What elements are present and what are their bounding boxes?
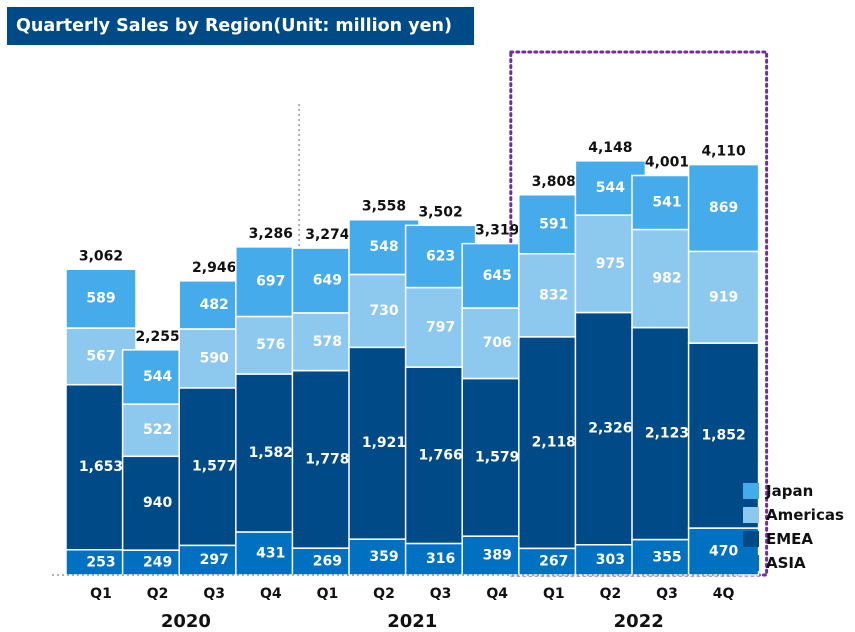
x-tick-label: Q4 — [260, 586, 282, 602]
segment-value-label-japan: 869 — [709, 200, 738, 216]
segment-value-label-emea: 2,123 — [645, 426, 689, 442]
segment-value-label-japan: 482 — [200, 297, 229, 313]
legend-swatch-japan — [743, 483, 759, 499]
segment-value-label-americas: 975 — [596, 256, 625, 272]
total-value-label: 4,001 — [645, 155, 689, 171]
legend-swatch-asia — [743, 555, 759, 571]
segment-value-label-americas: 982 — [652, 271, 681, 287]
bar-segment-japan — [687, 163, 760, 253]
x-tick-label: Q1 — [90, 586, 112, 602]
x-tick-label: 4Q — [713, 586, 735, 602]
segment-value-label-americas: 590 — [200, 350, 229, 366]
year-label-2022: 2022 — [614, 611, 664, 632]
x-tick-label: Q2 — [147, 586, 169, 602]
total-value-label: 2,255 — [135, 329, 179, 345]
x-tick-label: Q2 — [600, 586, 622, 602]
segment-value-label-asia: 359 — [369, 549, 398, 565]
segment-value-label-americas: 567 — [86, 348, 115, 364]
segment-value-label-japan: 544 — [596, 180, 625, 196]
segment-value-label-asia: 389 — [483, 548, 512, 564]
segment-value-label-japan: 649 — [313, 272, 342, 288]
segment-value-label-asia: 470 — [709, 544, 738, 560]
x-tick-label: Q2 — [373, 586, 395, 602]
segment-value-label-emea: 1,921 — [362, 435, 406, 451]
segment-value-label-asia: 316 — [426, 551, 455, 567]
legend-label-japan: Japan — [765, 482, 813, 500]
total-value-label: 3,286 — [249, 226, 293, 242]
segment-value-label-asia: 269 — [313, 554, 342, 570]
legend-swatch-americas — [743, 507, 759, 523]
year-label-2021: 2021 — [387, 611, 437, 632]
segment-value-label-emea: 940 — [143, 495, 172, 511]
x-tick-label: Q3 — [203, 586, 225, 602]
segment-value-label-japan: 697 — [256, 274, 285, 290]
year-label-2020: 2020 — [161, 611, 211, 632]
segment-value-label-japan: 548 — [369, 239, 398, 255]
segment-value-label-americas: 522 — [143, 422, 172, 438]
segment-value-label-japan: 623 — [426, 248, 455, 264]
segment-value-label-americas: 576 — [256, 337, 285, 353]
x-tick-label: Q3 — [430, 586, 452, 602]
total-value-label: 4,110 — [701, 144, 746, 160]
legend-label-americas: Americas — [766, 506, 844, 524]
segment-value-label-emea: 1,778 — [305, 451, 349, 467]
x-tick-label: Q3 — [656, 586, 678, 602]
total-value-label: 3,502 — [418, 204, 462, 220]
segment-value-label-emea: 1,579 — [475, 449, 519, 465]
segment-value-label-americas: 706 — [483, 335, 512, 351]
segment-value-label-americas: 730 — [369, 303, 398, 319]
total-value-label: 4,148 — [588, 140, 632, 156]
segment-value-label-emea: 1,582 — [249, 445, 293, 461]
segment-value-label-emea: 2,118 — [532, 435, 576, 451]
segment-value-label-emea: 2,326 — [588, 421, 632, 437]
segment-value-label-asia: 267 — [539, 554, 568, 570]
segment-value-label-americas: 797 — [426, 319, 455, 335]
segment-value-label-japan: 645 — [483, 268, 512, 284]
x-tick-label: Q4 — [486, 586, 508, 602]
segment-value-label-americas: 919 — [709, 289, 738, 305]
segment-value-label-emea: 1,852 — [701, 428, 745, 444]
segment-value-label-asia: 303 — [596, 552, 625, 568]
total-value-label: 3,558 — [362, 199, 406, 215]
segment-value-label-americas: 832 — [539, 287, 568, 303]
total-value-label: 3,319 — [475, 223, 519, 239]
segment-value-label-japan: 591 — [539, 216, 568, 232]
legend-label-emea: EMEA — [766, 530, 813, 548]
segment-value-label-asia: 431 — [256, 545, 285, 561]
segment-value-label-emea: 1,653 — [79, 459, 123, 475]
total-value-label: 3,274 — [305, 227, 350, 243]
segment-value-label-japan: 541 — [652, 195, 681, 211]
segment-value-label-asia: 249 — [143, 555, 172, 571]
segment-value-label-emea: 1,577 — [192, 459, 236, 475]
segment-value-label-asia: 355 — [652, 549, 681, 565]
total-value-label: 3,062 — [79, 248, 123, 264]
legend-label-asia: ASIA — [766, 554, 806, 572]
segment-value-label-japan: 589 — [86, 291, 115, 307]
x-tick-label: Q1 — [543, 586, 565, 602]
segment-value-label-asia: 297 — [200, 552, 229, 568]
x-tick-label: Q1 — [317, 586, 339, 602]
segment-value-label-emea: 1,766 — [418, 447, 462, 463]
bar-segment-japan — [65, 268, 137, 329]
chart-title: Quarterly Sales by Region(Unit: million … — [7, 7, 474, 45]
total-value-label: 3,808 — [532, 174, 576, 190]
bar-segment-americas — [687, 250, 760, 344]
segment-value-label-japan: 544 — [143, 369, 172, 385]
legend-swatch-emea — [743, 531, 759, 547]
segment-value-label-americas: 578 — [313, 334, 342, 350]
total-value-label: 2,946 — [192, 260, 236, 276]
segment-value-label-asia: 253 — [86, 554, 115, 570]
